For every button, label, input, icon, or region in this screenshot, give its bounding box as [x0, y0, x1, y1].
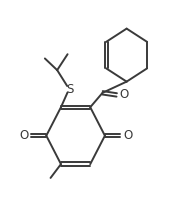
Text: O: O	[19, 129, 28, 142]
Text: S: S	[66, 83, 73, 96]
Text: O: O	[123, 129, 132, 142]
Text: O: O	[119, 88, 129, 101]
